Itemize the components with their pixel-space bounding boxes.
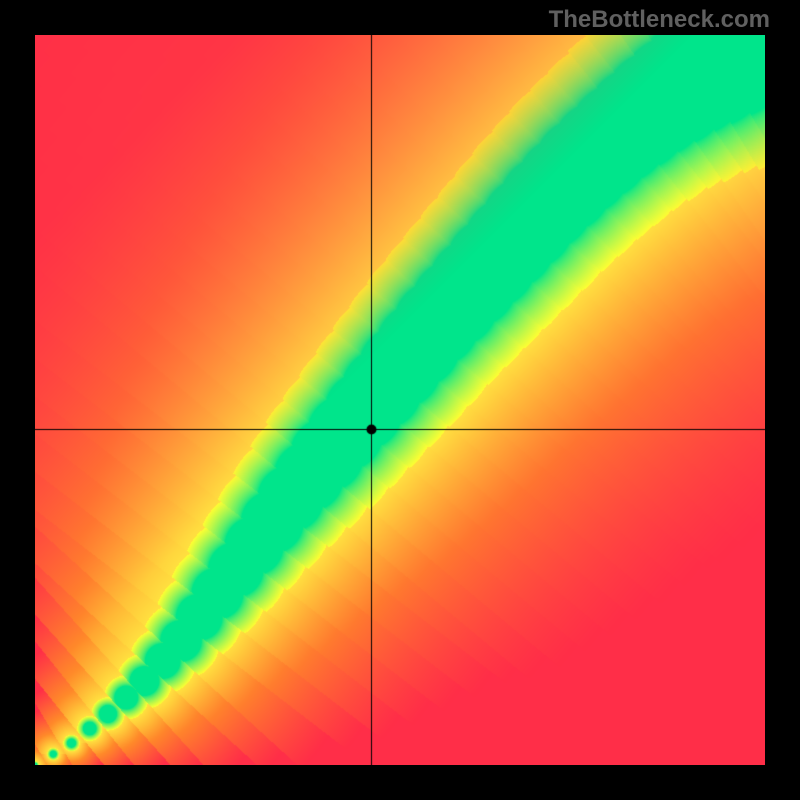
watermark-text: TheBottleneck.com (549, 6, 770, 34)
bottleneck-heatmap (35, 35, 765, 765)
chart-container: TheBottleneck.com (0, 0, 800, 800)
